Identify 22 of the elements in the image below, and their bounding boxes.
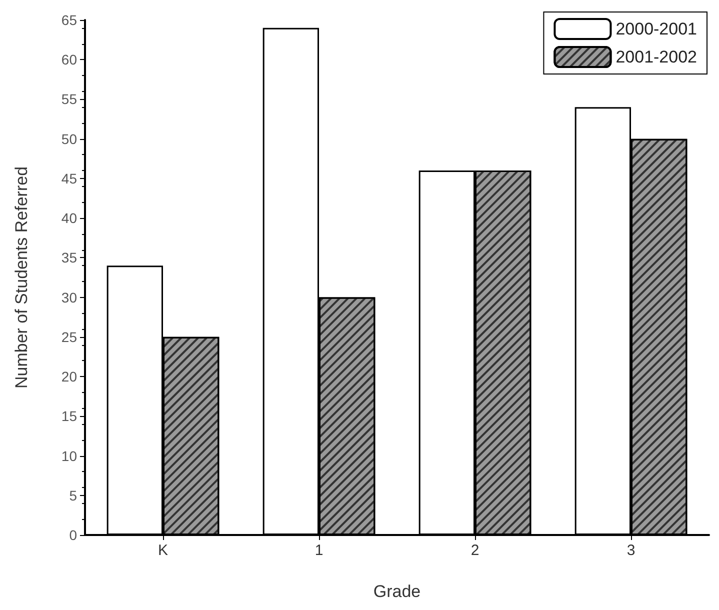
y-tick-label: 0 [69,527,78,543]
x-axis-title: Grade [373,582,421,601]
x-tick-label: K [158,542,168,559]
y-tick-label: 35 [61,250,78,266]
y-tick-label: 55 [61,91,78,108]
y-tick-label: 20 [61,368,78,385]
y-tick-label: 10 [61,448,78,464]
y-tick-label: 30 [61,289,78,306]
x-tick-label: 3 [626,542,636,559]
y-axis-title: Number of Students Referred [12,166,31,389]
legend-label: 2000-2001 [616,20,698,38]
legend-label: 2001-2002 [616,48,698,66]
y-tick-label: 60 [61,52,78,68]
x-tick-label: 1 [314,542,324,559]
y-tick-label: 40 [61,210,78,226]
y-tick-label: 50 [61,130,78,147]
y-tick-label: 15 [61,408,78,424]
y-tick-label: 45 [61,170,78,186]
x-tick-label: 2 [470,542,480,559]
y-tick-label: 5 [69,487,78,504]
y-tick-label: 25 [61,328,78,345]
y-tick-label: 65 [61,12,78,28]
